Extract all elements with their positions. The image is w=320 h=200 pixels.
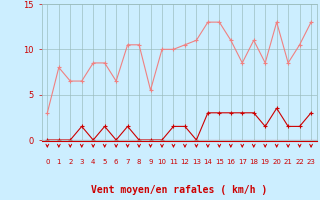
X-axis label: Vent moyen/en rafales ( km/h ): Vent moyen/en rafales ( km/h ) [91,185,267,195]
